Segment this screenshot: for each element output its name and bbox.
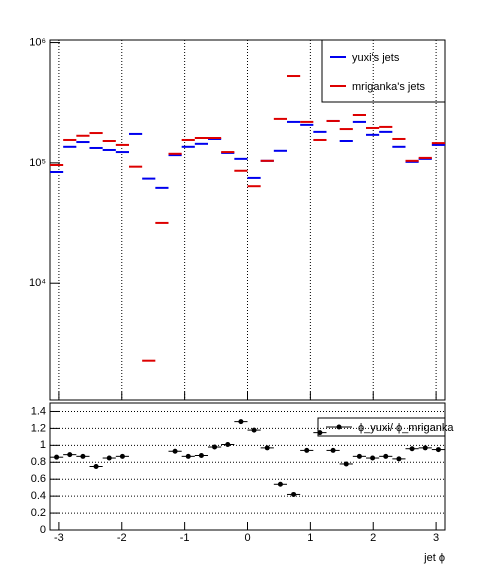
ratio-point	[409, 446, 415, 452]
ratio-point	[277, 481, 283, 487]
y-tick-label: 0.6	[31, 473, 46, 485]
x-tick-label: -2	[117, 532, 127, 544]
legend-label: mriganka's jets	[352, 81, 426, 93]
y-tick-label: 0.4	[31, 490, 46, 502]
y-tick-label: 10⁵	[29, 157, 46, 169]
x-tick-label: 1	[307, 532, 313, 544]
ratio-point	[304, 447, 310, 453]
ratio-point	[212, 444, 218, 450]
ratio-point	[422, 445, 428, 451]
x-tick-label: -1	[180, 532, 190, 544]
y-tick-label: 1.2	[31, 422, 46, 434]
ratio-point	[291, 491, 297, 497]
ratio-point	[172, 448, 178, 454]
ratio-point	[198, 452, 204, 458]
y-tick-label: 10⁶	[29, 36, 46, 48]
ratio-point	[185, 453, 191, 459]
y-tick-label: 0.2	[31, 507, 46, 519]
ratio-point	[317, 430, 323, 436]
ratio-point	[370, 455, 376, 461]
x-tick-label: 2	[370, 532, 376, 544]
legend-box	[321, 39, 446, 103]
ratio-point	[93, 464, 99, 469]
ratio-point	[54, 454, 60, 460]
ratio-point	[251, 427, 257, 433]
ratio-point	[356, 453, 362, 459]
ratio-point	[343, 461, 349, 467]
ratio-point	[119, 453, 125, 459]
ratio-point	[383, 453, 389, 459]
y-tick-label: 10⁴	[29, 277, 46, 289]
legend-label: ϕ_yuxi/ ϕ_mriganka	[358, 422, 454, 434]
ratio-point	[67, 452, 73, 458]
legend-label: yuxi's jets	[352, 52, 400, 64]
ratio-point	[264, 445, 270, 451]
x-tick-label: -3	[54, 532, 64, 544]
ratio-point	[238, 419, 244, 425]
y-tick-label: 1.4	[31, 405, 46, 417]
ratio-point	[396, 456, 402, 462]
y-tick-label: 0.8	[31, 456, 46, 468]
ratio-point	[225, 441, 231, 447]
x-tick-label: 0	[244, 532, 250, 544]
ratio-legend-box	[317, 417, 446, 437]
y-tick-label: 0	[40, 524, 46, 536]
ratio-point	[80, 453, 86, 459]
ratio-point	[435, 447, 441, 453]
x-axis-label: jet ϕ	[423, 552, 445, 564]
legend-marker	[336, 424, 342, 430]
x-tick-label: 3	[433, 532, 439, 544]
ratio-point	[330, 447, 336, 453]
y-tick-label: 1	[40, 439, 46, 451]
ratio-point	[106, 455, 112, 461]
